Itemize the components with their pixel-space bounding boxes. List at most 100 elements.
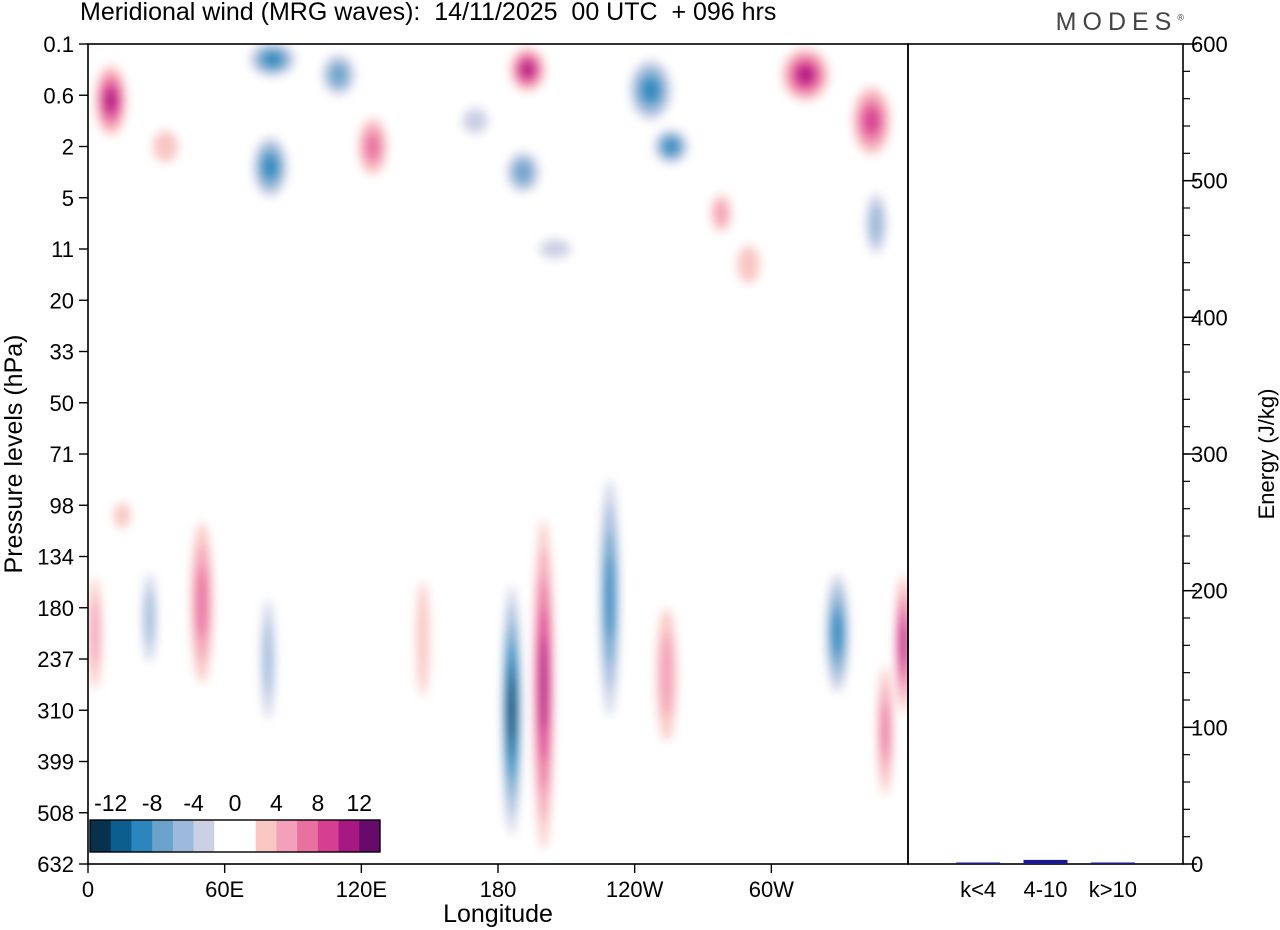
- energy-category-label: 4-10: [1023, 877, 1067, 902]
- wind-feature-14: [264, 53, 281, 66]
- colorbar-label: -8: [142, 790, 162, 816]
- wind-feature-24: [865, 109, 879, 133]
- wind-feature-7: [90, 599, 99, 668]
- wind-feature-33: [113, 502, 131, 529]
- energy-tick-label: 500: [1191, 169, 1228, 194]
- energy-tick-label: 100: [1191, 715, 1228, 740]
- longitude-axis: 0 60E 120E 180 120W 60W: [82, 864, 794, 902]
- wind-feature-9: [833, 612, 842, 654]
- wind-feature-30: [249, 315, 282, 398]
- y-tick-label: 71: [50, 442, 74, 467]
- wind-feature-3: [660, 633, 673, 716]
- x-tick-label: 180: [480, 877, 517, 902]
- y-tick-label: 508: [37, 801, 74, 826]
- colorbar-swatch: [255, 820, 277, 852]
- wind-feature-25: [715, 201, 728, 225]
- energy-plot-frame: [907, 43, 1184, 865]
- energy-category-label: k<4: [960, 877, 996, 902]
- energy-bars: k<4 4-10 k>10: [956, 859, 1137, 902]
- wind-feature-1: [540, 637, 547, 732]
- colorbar-swatch: [317, 820, 340, 852]
- wind-feature-21: [643, 79, 658, 101]
- wind-feature-26: [737, 245, 760, 284]
- plot-background: [88, 44, 908, 864]
- colorbar-swatch: [131, 820, 153, 852]
- colorbar-swatch: [172, 820, 195, 852]
- modes-logo: MODES®: [1055, 8, 1184, 36]
- wind-feature-13: [152, 130, 179, 163]
- y-tick-label: 11: [51, 237, 74, 262]
- colorbar-label: 8: [311, 790, 324, 816]
- pressure-axis: 0.1 0.6 2 5 11 20 33 50 71 98 134 180 237 310 399 508 63…: [37, 32, 88, 877]
- y-tick-label: 134: [37, 545, 74, 570]
- wind-feature-32: [632, 489, 660, 572]
- energy-tick-label: 200: [1191, 579, 1228, 604]
- energy-axis-label: Energy (J/kg): [1254, 389, 1279, 520]
- x-tick-label: 0: [82, 877, 94, 902]
- y-tick-label: 310: [37, 698, 74, 723]
- energy-category-label: k>10: [1089, 877, 1137, 902]
- energy-tick-label: 300: [1191, 442, 1228, 467]
- wind-feature-8: [416, 581, 430, 696]
- y-tick-label: 180: [37, 596, 74, 621]
- colorbar-label: 4: [270, 790, 283, 816]
- x-tick-label: 60W: [749, 877, 794, 902]
- wind-feature-18: [522, 63, 533, 76]
- y-tick-label: 2: [62, 135, 74, 160]
- y-tick-label: 237: [37, 647, 74, 672]
- y-tick-label: 0.1: [43, 32, 74, 57]
- colorbar-swatch: [152, 820, 174, 852]
- wind-feature-19: [462, 108, 488, 134]
- colorbar-frame: [89, 819, 381, 853]
- colorbar-label: 12: [346, 790, 372, 816]
- colorbar-swatch: [297, 820, 319, 852]
- wind-feature-12: [106, 90, 116, 111]
- colorbar-label: -12: [94, 790, 127, 816]
- energy-axis: 0 100 200 300 400 500 600: [1183, 32, 1228, 877]
- energy-tick-label: 0: [1191, 852, 1203, 877]
- y-axis-label: Pressure levels (hPa): [0, 335, 28, 574]
- wind-feature-31: [557, 469, 599, 521]
- y-tick-label: 20: [50, 288, 74, 313]
- wind-feature-29: [129, 341, 161, 434]
- x-tick-label: 60E: [205, 877, 244, 902]
- y-tick-label: 33: [50, 340, 74, 365]
- wind-field: [88, 44, 908, 864]
- wind-feature-20: [515, 163, 531, 182]
- wind-feature-28: [539, 239, 571, 259]
- wind-feature-23: [798, 67, 813, 83]
- y-tick-label: 632: [37, 852, 74, 877]
- wind-feature-2: [606, 556, 613, 639]
- wind-feature-15: [264, 156, 277, 178]
- y-tick-label: 50: [50, 391, 74, 416]
- wind-feature-5: [145, 590, 154, 646]
- x-tick-label: 120W: [606, 877, 664, 902]
- wind-feature-4: [197, 566, 207, 639]
- energy-bar-k>10: [1090, 862, 1135, 864]
- energy-tick-label: 400: [1191, 305, 1228, 330]
- wind-feature-0: [509, 680, 514, 741]
- colorbar: -12 -8 -4 0 4 8 12: [89, 790, 381, 853]
- colorbar-swatch: [338, 820, 360, 852]
- wind-feature-6: [263, 622, 272, 696]
- colorbar-label: -4: [183, 790, 204, 816]
- wind-feature-10: [901, 623, 906, 664]
- energy-bar-k<4: [956, 862, 1001, 864]
- x-axis-label: Longitude: [443, 900, 553, 928]
- colorbar-swatch: [214, 820, 236, 852]
- y-tick-label: 0.6: [43, 83, 74, 108]
- colorbar-label: 0: [229, 790, 242, 816]
- wind-feature-16: [331, 65, 346, 84]
- colorbar-swatch: [235, 820, 257, 852]
- chart-title: Meridional wind (MRG waves): 14/11/2025 …: [80, 0, 777, 26]
- y-tick-label: 98: [50, 493, 74, 518]
- colorbar-swatch: [193, 820, 215, 852]
- x-tick-label: 120E: [336, 877, 387, 902]
- colorbar-swatch: [90, 820, 112, 852]
- y-tick-label: 399: [37, 750, 74, 775]
- wind-feature-22: [665, 140, 678, 153]
- logo-text: MODES: [1055, 8, 1178, 36]
- wind-feature-11: [882, 702, 889, 760]
- wind-feature-17: [366, 134, 380, 159]
